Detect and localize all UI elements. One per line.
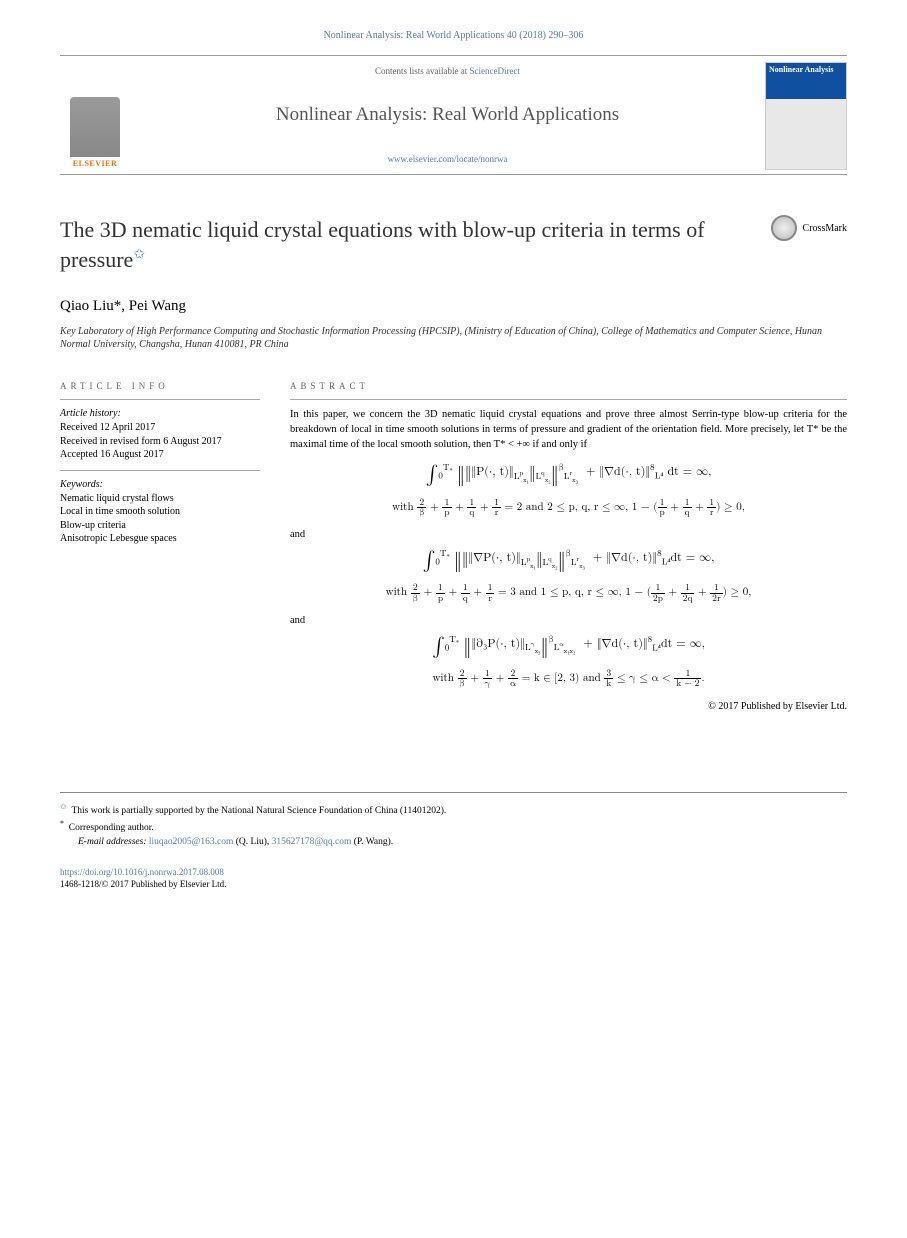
journal-name: Nonlinear Analysis: Real World Applicati… xyxy=(276,104,619,126)
equation-1: ∫0T* ‖‖‖P(·, t)‖Lpx₁‖Lqx₂‖βLrx₃ + ‖∇d(·,… xyxy=(290,462,847,487)
title-row: The 3D nematic liquid crystal equations … xyxy=(60,215,847,274)
header-center: Contents lists available at ScienceDirec… xyxy=(130,56,765,174)
email2-who: (P. Wang). xyxy=(351,837,393,847)
crossmark-badge[interactable]: CrossMark xyxy=(771,215,847,241)
doi-block: https://doi.org/10.1016/j.nonrwa.2017.08… xyxy=(60,867,847,890)
divider xyxy=(290,399,847,400)
elsevier-tree-icon xyxy=(70,97,120,157)
equation-3: ∫0T* ‖‖∂₃P(·, t)‖Lγx₃‖βLαx₁x₂ + ‖∇d(·, t… xyxy=(290,634,847,659)
crossmark-label: CrossMark xyxy=(803,223,847,234)
footnote-star-icon: ✩ xyxy=(60,802,67,811)
eq3-integrand: ‖∂₃P(·, t)‖ xyxy=(471,638,525,650)
keyword-item: Nematic liquid crystal flows xyxy=(60,492,260,506)
keyword-item: Blow-up criteria xyxy=(60,519,260,533)
footnote-corresponding: * Corresponding author. xyxy=(60,818,847,835)
footnote-emails: E-mail addresses: liuqao2005@163.com (Q.… xyxy=(60,836,847,849)
abstract-copyright: © 2017 Published by Elsevier Ltd. xyxy=(290,701,847,712)
sciencedirect-link[interactable]: ScienceDirect xyxy=(470,66,520,76)
title-footnote-star-icon[interactable]: ✩ xyxy=(133,247,145,262)
eq2-grad: ‖∇d(·, t)‖ xyxy=(606,552,657,564)
funding-text: This work is partially supported by the … xyxy=(71,806,446,816)
cover-title: Nonlinear Analysis xyxy=(766,63,846,99)
cond3-mid: = k ∈ [2, 3) and xyxy=(518,673,604,684)
keyword-item: Local in time smooth solution xyxy=(60,505,260,519)
info-abstract-columns: article info Article history: Received 1… xyxy=(60,381,847,711)
abstract-column: abstract In this paper, we concern the 3… xyxy=(290,381,847,711)
divider xyxy=(60,399,260,400)
eq1-tail: dt = ∞, xyxy=(667,466,711,478)
condition-1: with 2β + 1p + 1q + 1r = 2 and 2 ≤ p, q,… xyxy=(290,498,847,518)
contents-prefix: Contents lists available at xyxy=(375,66,469,76)
contents-available-line: Contents lists available at ScienceDirec… xyxy=(375,66,520,76)
article-info-heading: article info xyxy=(60,381,260,391)
publisher-logo[interactable]: ELSEVIER xyxy=(60,56,130,174)
affiliation: Key Laboratory of High Performance Compu… xyxy=(60,325,847,351)
email-link[interactable]: 315627178@qq.com xyxy=(272,837,352,847)
email-link[interactable]: liuqao2005@163.com xyxy=(149,837,233,847)
abstract-heading: abstract xyxy=(290,381,847,391)
cond1-tail: ) ≥ 0, xyxy=(716,502,745,513)
connector-and: and xyxy=(290,615,847,626)
cond-prefix: with xyxy=(432,673,457,684)
eq2-tail: dt = ∞, xyxy=(670,552,714,564)
cond-prefix: with xyxy=(386,588,411,599)
cond2-tail: ) ≥ 0, xyxy=(723,588,752,599)
cond1-mid: = 2 and 2 ≤ p, q, r ≤ ∞, 1 − ( xyxy=(501,502,658,513)
eq2-integrand: ‖∇P(·, t)‖ xyxy=(468,552,520,564)
corresponding-text: Corresponding author. xyxy=(69,823,154,833)
authors-text: Qiao Liu*, Pei Wang xyxy=(60,298,186,314)
eq1-grad: ‖∇d(·, t)‖ xyxy=(599,466,650,478)
keyword-item: Anisotropic Lebesgue spaces xyxy=(60,532,260,546)
condition-2: with 2β + 1p + 1q + 1r = 3 and 1 ≤ p, q,… xyxy=(290,583,847,603)
keywords-label: Keywords: xyxy=(60,479,260,490)
crossmark-icon xyxy=(771,215,797,241)
history-revised: Received in revised form 6 August 2017 xyxy=(60,435,260,449)
history-label: Article history: xyxy=(60,408,260,419)
journal-header: ELSEVIER Contents lists available at Sci… xyxy=(60,55,847,175)
article-title: The 3D nematic liquid crystal equations … xyxy=(60,215,751,274)
footnote-asterisk-icon: * xyxy=(60,819,64,828)
authors-line: Qiao Liu*, Pei Wang xyxy=(60,298,847,315)
connector-and: and xyxy=(290,529,847,540)
footnotes: ✩ This work is partially supported by th… xyxy=(60,792,847,849)
eq3-grad: ‖∇d(·, t)‖ xyxy=(597,638,648,650)
history-received: Received 12 April 2017 xyxy=(60,421,260,435)
article-info-column: article info Article history: Received 1… xyxy=(60,381,260,711)
email-label: E-mail addresses: xyxy=(78,837,149,847)
email1-who: (Q. Liu), xyxy=(233,837,271,847)
cond-prefix: with xyxy=(392,502,417,513)
citation-line: Nonlinear Analysis: Real World Applicati… xyxy=(60,30,847,41)
article-title-text: The 3D nematic liquid crystal equations … xyxy=(60,217,705,272)
journal-homepage-link[interactable]: www.elsevier.com/locate/nonrwa xyxy=(388,154,508,164)
eq3-tail: dt = ∞, xyxy=(661,638,705,650)
divider xyxy=(60,470,260,471)
eq1-integrand: ‖P(·, t)‖ xyxy=(471,466,513,478)
footnote-funding: ✩ This work is partially supported by th… xyxy=(60,801,847,818)
doi-link[interactable]: https://doi.org/10.1016/j.nonrwa.2017.08… xyxy=(60,867,847,879)
journal-cover-thumbnail[interactable]: Nonlinear Analysis xyxy=(765,62,847,170)
equation-2: ∫0T* ‖‖‖∇P(·, t)‖Lpx₁‖Lqx₂‖βLrx₃ + ‖∇d(·… xyxy=(290,548,847,573)
history-accepted: Accepted 16 August 2017 xyxy=(60,448,260,462)
issn-copyright: 1468-1218/© 2017 Published by Elsevier L… xyxy=(60,879,847,891)
condition-3: with 2β + 1γ + 2α = k ∈ [2, 3) and 3k ≤ … xyxy=(290,669,847,689)
abstract-text: In this paper, we concern the 3D nematic… xyxy=(290,408,847,452)
cond2-mid: = 3 and 1 ≤ p, q, r ≤ ∞, 1 − ( xyxy=(494,588,651,599)
cond3-tail: . xyxy=(701,673,704,684)
publisher-label: ELSEVIER xyxy=(73,159,117,168)
